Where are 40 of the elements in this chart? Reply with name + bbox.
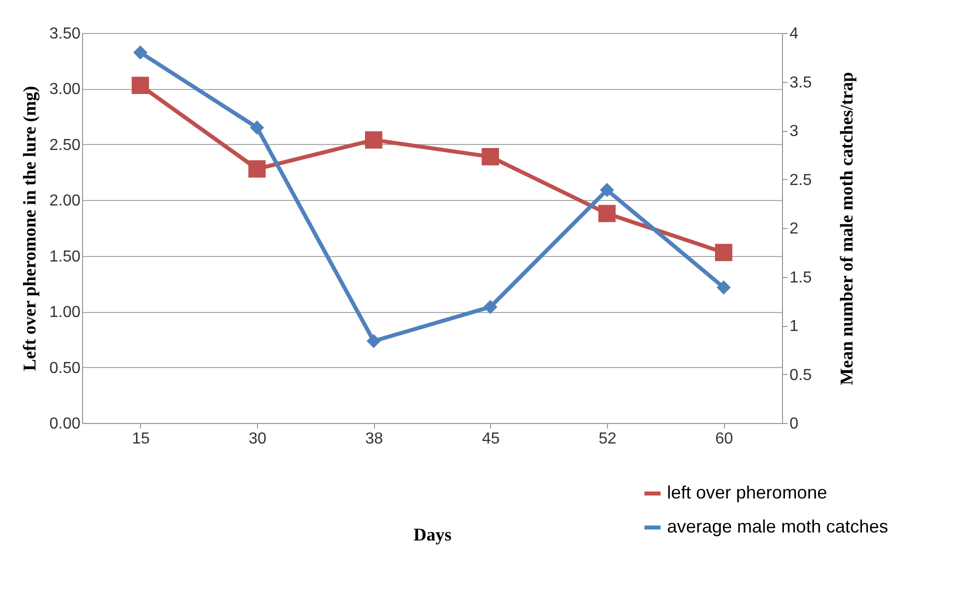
legend-label: left over pheromone — [667, 482, 828, 502]
y-tick-label: 0.00 — [49, 416, 81, 432]
point — [248, 160, 266, 178]
x-tick-label: 45 — [482, 430, 500, 448]
y-tick-label: 1.00 — [49, 304, 81, 322]
legend-label: average male moth catches — [667, 516, 888, 536]
y2-tick-label: 2.5 — [790, 172, 812, 189]
point — [598, 204, 616, 222]
point — [482, 148, 499, 166]
y2-tick-label: 3.5 — [790, 74, 812, 92]
y2-tick-label: 1 — [790, 318, 798, 335]
point — [132, 76, 149, 94]
y-tick-label: 2.50 — [49, 136, 81, 154]
x-tick-label: 38 — [365, 430, 384, 448]
y-tick-label: 3.50 — [49, 26, 81, 42]
x-tick-label: 30 — [248, 430, 266, 448]
point — [365, 131, 382, 149]
point — [716, 280, 731, 295]
x-axis-title: Days — [413, 524, 452, 544]
y2-tick-label: 0.5 — [790, 366, 812, 384]
x-tick-label: 15 — [132, 430, 150, 448]
y-tick-label: 0.50 — [49, 360, 81, 377]
x-tick-label: 52 — [598, 430, 616, 448]
y-tick-label: 3.00 — [49, 81, 81, 98]
point — [133, 45, 148, 60]
y2-tick-label: 1.5 — [790, 269, 812, 286]
y2-tick-label: 3 — [790, 123, 798, 140]
y2-tick-label: 2 — [790, 220, 798, 238]
y2-tick-label: 0 — [790, 416, 798, 432]
point — [250, 120, 264, 135]
point — [715, 244, 732, 262]
point — [483, 300, 498, 314]
y2-axis-title: Mean number of male moth catches/trap — [836, 72, 857, 386]
y-tick-label: 1.50 — [49, 248, 81, 266]
point — [366, 334, 381, 348]
point — [600, 182, 614, 198]
y2-tick-label: 4 — [790, 26, 798, 42]
x-tick-label: 60 — [715, 430, 734, 448]
y-tick-label: 2.00 — [49, 192, 81, 210]
y-axis-title: Left over pheromone in the lure (mg) — [19, 86, 40, 371]
